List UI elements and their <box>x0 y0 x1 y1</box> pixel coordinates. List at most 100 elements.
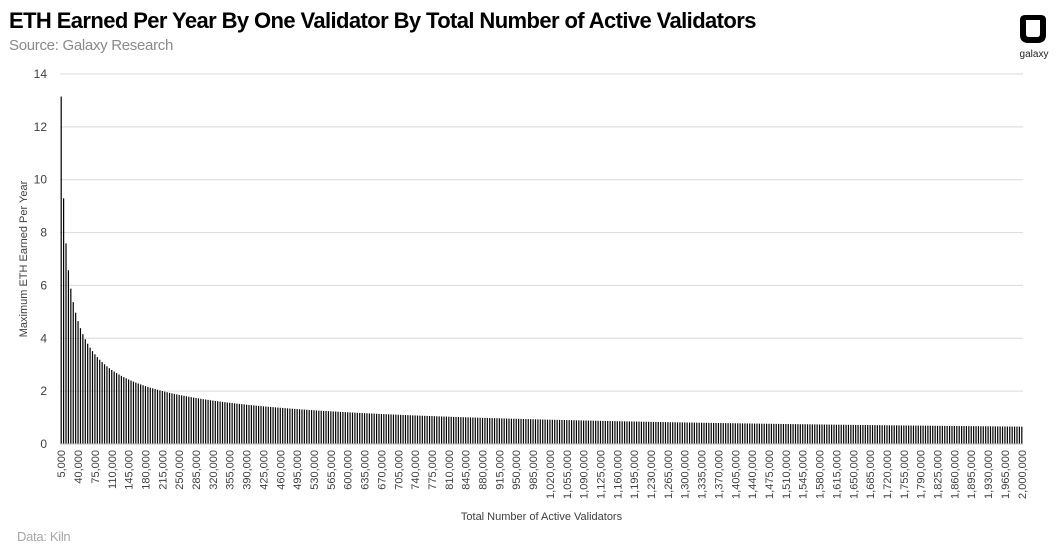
bar <box>681 422 683 444</box>
x-tick-label: 950,000 <box>511 450 523 490</box>
bar <box>472 417 474 444</box>
bar <box>503 418 505 444</box>
bar <box>224 402 226 444</box>
bar <box>135 382 137 444</box>
bar <box>489 418 491 444</box>
bar <box>597 420 599 444</box>
bar <box>691 422 693 444</box>
bar <box>315 410 317 444</box>
bar <box>197 398 200 444</box>
bar <box>359 412 361 444</box>
x-tick-label: 110,000 <box>107 450 119 489</box>
x-tick-label: 1,790,000 <box>916 450 928 499</box>
bar <box>1013 426 1016 444</box>
bar <box>354 412 356 444</box>
bar <box>749 423 751 444</box>
bar <box>869 425 871 444</box>
bar <box>501 418 503 444</box>
bar <box>664 422 667 444</box>
x-tick-label: 320,000 <box>208 450 220 490</box>
bar <box>152 388 154 444</box>
bar <box>862 424 864 444</box>
bar <box>190 397 192 444</box>
bar <box>802 424 804 444</box>
bar <box>161 391 163 444</box>
bar <box>173 393 175 444</box>
bar <box>609 421 611 444</box>
bar <box>864 425 866 444</box>
bar <box>621 421 623 444</box>
bar <box>684 422 686 444</box>
bar <box>60 96 62 445</box>
bar <box>958 426 960 444</box>
bar <box>847 424 850 444</box>
x-tick-label: 1,615,000 <box>831 450 843 499</box>
x-tick-label: 390,000 <box>242 450 254 490</box>
bar <box>296 409 298 444</box>
bars <box>60 96 1023 445</box>
x-tick-label: 1,720,000 <box>882 450 894 499</box>
x-tick-label: 40,000 <box>73 450 85 484</box>
bar <box>963 426 965 444</box>
bar <box>233 403 236 444</box>
bar <box>65 243 67 444</box>
bar <box>792 424 794 444</box>
bar <box>696 422 698 444</box>
bar <box>493 418 496 444</box>
bar <box>243 404 245 444</box>
bar <box>701 422 703 444</box>
bar <box>741 423 744 444</box>
bar <box>477 417 479 444</box>
bar <box>400 414 402 444</box>
bar <box>985 426 987 444</box>
x-tick-label: 250,000 <box>174 450 186 490</box>
bar <box>238 403 240 444</box>
bar <box>212 400 214 444</box>
bar <box>335 411 337 444</box>
bar <box>99 359 101 444</box>
galaxy-logo-icon <box>1020 15 1046 43</box>
bar <box>404 415 407 444</box>
bar <box>289 408 291 444</box>
bar <box>103 364 106 444</box>
bar <box>602 420 604 444</box>
bar <box>156 389 159 444</box>
bar <box>780 423 782 444</box>
x-tick-label: 145,000 <box>124 450 136 490</box>
x-tick-label: 775,000 <box>427 450 439 490</box>
bar <box>542 419 544 444</box>
bar <box>356 412 358 444</box>
chart-subtitle: Source: Galaxy Research <box>9 37 174 54</box>
bar <box>527 419 529 444</box>
bar <box>879 425 881 444</box>
bar <box>70 288 72 444</box>
bar <box>604 420 606 444</box>
bar <box>525 419 527 444</box>
bar <box>633 421 635 444</box>
bar <box>414 415 416 444</box>
bar <box>570 420 573 444</box>
bar <box>934 425 936 444</box>
bar <box>782 423 785 444</box>
bar <box>804 424 806 444</box>
bar <box>79 328 82 444</box>
bar <box>770 423 773 444</box>
bar <box>787 424 789 444</box>
bar <box>753 423 756 444</box>
bar <box>578 420 580 444</box>
bar <box>424 415 426 444</box>
bar <box>982 426 984 444</box>
bar <box>946 425 948 444</box>
bar <box>402 414 404 444</box>
x-tick-label: 1,580,000 <box>815 450 827 499</box>
y-tick-label: 4 <box>40 331 47 345</box>
bar <box>936 425 939 444</box>
bar <box>258 405 260 444</box>
bar <box>277 407 279 444</box>
x-tick-label: 180,000 <box>141 450 153 490</box>
bar <box>826 424 828 444</box>
bar <box>286 408 289 444</box>
bar <box>496 418 498 444</box>
bar <box>616 421 618 444</box>
bar <box>479 417 481 444</box>
